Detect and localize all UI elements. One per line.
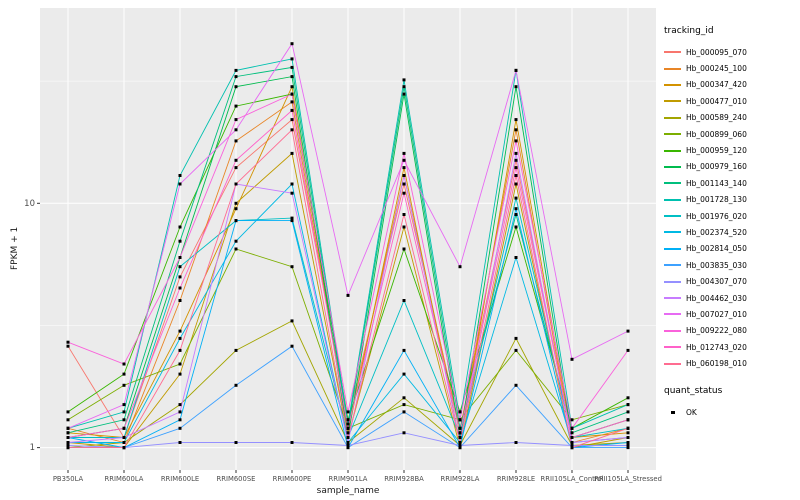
svg-text:RRIM600LA: RRIM600LA bbox=[105, 475, 144, 483]
legend-key-line bbox=[664, 100, 681, 103]
legend-item: Hb_004462_030 bbox=[664, 290, 798, 306]
legend-key-line bbox=[664, 280, 681, 283]
legend-key-line bbox=[664, 215, 681, 218]
legend-item: Hb_000095_070 bbox=[664, 44, 798, 60]
legend-item: Hb_004307_070 bbox=[664, 273, 798, 289]
legend-item: Hb_000899_060 bbox=[664, 126, 798, 142]
legend-key-line bbox=[664, 247, 681, 250]
legend-item-label: Hb_000589_240 bbox=[686, 113, 747, 123]
legend-item: Hb_002814_050 bbox=[664, 241, 798, 257]
legend-item-label: Hb_003835_030 bbox=[686, 260, 747, 270]
legend-item-label: Hb_001976_020 bbox=[686, 211, 747, 221]
legend: tracking_id Hb_000095_070 Hb_000245_100 Hb… bbox=[664, 26, 798, 420]
svg-text:10: 10 bbox=[24, 199, 35, 209]
legend-key-line bbox=[664, 362, 681, 365]
legend-items-tracking-id: Hb_000095_070 Hb_000245_100 Hb_000347_420 H… bbox=[664, 44, 798, 372]
legend-item: Hb_009222_080 bbox=[664, 323, 798, 339]
legend-item: Hb_000979_160 bbox=[664, 159, 798, 175]
legend-item: Hb_002374_520 bbox=[664, 224, 798, 240]
legend-item-label: Hb_060198_010 bbox=[686, 359, 747, 369]
legend-item: Hb_001728_130 bbox=[664, 192, 798, 208]
legend-key-line bbox=[664, 198, 681, 201]
legend-key-line bbox=[664, 297, 681, 300]
legend-key-line bbox=[664, 182, 681, 185]
legend-item-label: Hb_000245_100 bbox=[686, 64, 747, 74]
legend-item-label: Hb_007027_010 bbox=[686, 309, 747, 319]
legend-item-label: Hb_000095_070 bbox=[686, 47, 747, 57]
legend-item-label: Hb_000899_060 bbox=[686, 129, 747, 139]
svg-text:RRIM901LA: RRIM901LA bbox=[329, 475, 368, 483]
legend-item: Hb_060198_010 bbox=[664, 355, 798, 371]
svg-text:RRII105LA_Control: RRII105LA_Control bbox=[541, 475, 604, 483]
legend-key-line bbox=[664, 329, 681, 332]
legend-item-label: Hb_000959_120 bbox=[686, 146, 747, 156]
legend-key-line bbox=[664, 264, 681, 267]
legend-item-label: Hb_000477_010 bbox=[686, 96, 747, 106]
svg-text:RRIM928BA: RRIM928BA bbox=[384, 475, 424, 483]
svg-text:RRII105LA_Stressed: RRII105LA_Stressed bbox=[594, 475, 662, 483]
legend-key-point bbox=[664, 407, 681, 417]
legend-key-line bbox=[664, 83, 681, 86]
legend-item-label: Hb_004307_070 bbox=[686, 277, 747, 287]
svg-text:RRIM600PE: RRIM600PE bbox=[273, 475, 312, 483]
legend-key-line bbox=[664, 231, 681, 234]
x-axis-title: sample_name bbox=[316, 486, 380, 496]
y-axis-title: FPKM + 1 bbox=[10, 226, 20, 270]
svg-text:RRIM600SE: RRIM600SE bbox=[217, 475, 256, 483]
svg-text:PB350LA: PB350LA bbox=[53, 475, 84, 483]
legend-key-line bbox=[664, 165, 681, 168]
legend-key-line bbox=[664, 133, 681, 136]
legend-item-label: Hb_000979_160 bbox=[686, 162, 747, 172]
legend-item: Hb_000245_100 bbox=[664, 60, 798, 76]
svg-text:RRIM928LA: RRIM928LA bbox=[441, 475, 480, 483]
legend-item: Hb_000477_010 bbox=[664, 93, 798, 109]
legend-key-line bbox=[664, 67, 681, 70]
legend-item: Hb_003835_030 bbox=[664, 257, 798, 273]
legend-item: Hb_000589_240 bbox=[664, 110, 798, 126]
legend-items-quant-status: OK bbox=[664, 404, 798, 420]
legend-item: Hb_000959_120 bbox=[664, 142, 798, 158]
legend-item: Hb_012743_020 bbox=[664, 339, 798, 355]
legend-item-label: Hb_000347_420 bbox=[686, 80, 747, 90]
legend-key-line bbox=[664, 346, 681, 349]
legend-item-label: Hb_002374_520 bbox=[686, 227, 747, 237]
legend-key-line bbox=[664, 313, 681, 316]
legend-item: Hb_001976_020 bbox=[664, 208, 798, 224]
svg-text:1: 1 bbox=[30, 443, 35, 453]
legend-item-label: Hb_001143_140 bbox=[686, 178, 747, 188]
legend-item: Hb_000347_420 bbox=[664, 77, 798, 93]
legend-item: Hb_001143_140 bbox=[664, 175, 798, 191]
legend-item-label: Hb_012743_020 bbox=[686, 342, 747, 352]
legend-item-label: Hb_009222_080 bbox=[686, 326, 747, 336]
legend-key-line bbox=[664, 149, 681, 152]
legend-title-tracking-id: tracking_id bbox=[664, 26, 714, 36]
plot-panel: 1 10 PB350LA RRIM600LA RRIM600LE RRIM600SE RRI… bbox=[24, 8, 662, 483]
legend-item-label: Hb_002814_050 bbox=[686, 244, 747, 254]
legend-item: Hb_007027_010 bbox=[664, 306, 798, 322]
legend-item-label: Hb_004462_030 bbox=[686, 293, 747, 303]
legend-item-label: OK bbox=[686, 407, 697, 417]
legend-item-label: Hb_001728_130 bbox=[686, 195, 747, 205]
legend-key-line bbox=[664, 51, 681, 54]
svg-text:RRIM928LE: RRIM928LE bbox=[497, 475, 535, 483]
legend-key-line bbox=[664, 116, 681, 119]
legend-item: OK bbox=[664, 404, 798, 420]
legend-title-quant-status: quant_status bbox=[664, 385, 723, 396]
svg-text:RRIM600LE: RRIM600LE bbox=[161, 475, 199, 483]
